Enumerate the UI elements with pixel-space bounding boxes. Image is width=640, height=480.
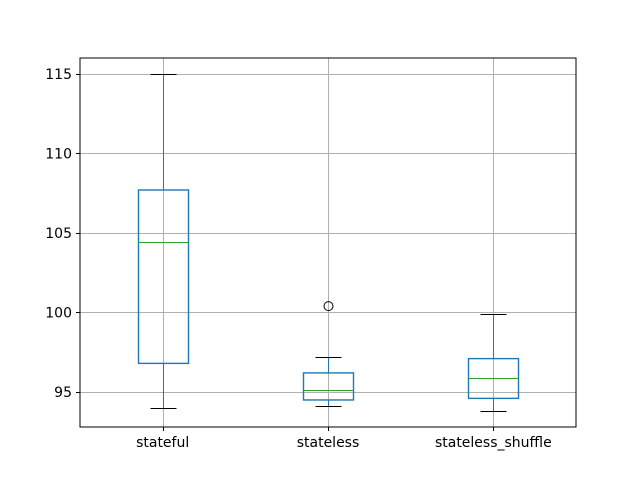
y-tick-label: 105 [45,226,72,242]
y-tick-label: 100 [45,305,72,321]
x-tick-label-stateless_shuffle: stateless_shuffle [435,435,552,451]
x-tick-label-stateless: stateless [297,435,360,451]
box-stateful [137,189,190,365]
outlier-stateless [323,301,334,312]
box-stateless [302,372,355,401]
y-tick-label: 115 [45,67,72,83]
y-tick-label: 110 [45,146,72,162]
y-tick-label: 95 [54,385,72,401]
x-tick-label-stateful: stateful [136,435,189,451]
